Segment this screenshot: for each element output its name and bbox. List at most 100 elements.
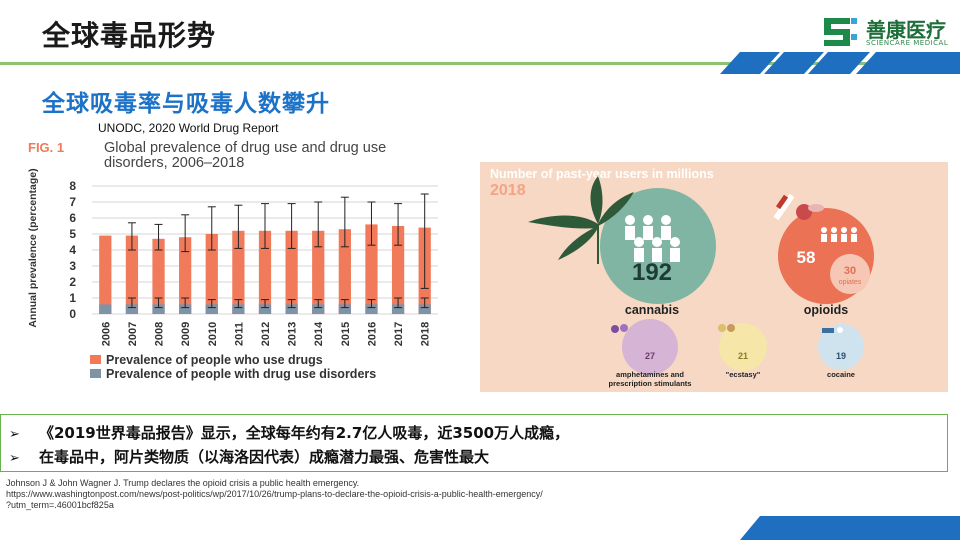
bar-drug-use (365, 224, 378, 314)
bar-disorders (418, 304, 431, 314)
amphetamines-label-line-2: prescription stimulants (609, 379, 692, 388)
ecstasy-bubble (719, 323, 767, 371)
bar-disorders (152, 304, 165, 314)
y-tick-label: 7 (69, 195, 76, 209)
x-tick-label: 2015 (340, 322, 352, 346)
legend-label-disorders: Prevalence of people with drug use disor… (106, 367, 376, 381)
x-tick-label: 2011 (233, 322, 245, 346)
y-tick-label: 3 (69, 259, 76, 273)
x-tick-label: 2010 (207, 322, 219, 346)
bar-marks (99, 224, 431, 314)
x-tick-label: 2006 (100, 322, 112, 346)
legend-swatch-disorders (90, 369, 101, 378)
opioid-users-icon (821, 227, 857, 242)
syringe-pills-icon (773, 193, 824, 221)
reference-url: https://www.washingtonpost.com/news/post… (6, 489, 543, 499)
x-tick-label: 2008 (154, 322, 166, 346)
y-tick-label: 4 (69, 243, 76, 257)
bar-disorders (232, 304, 245, 314)
legend-swatch-drug-use (90, 355, 101, 364)
logo-name-cn: 善康医疗 (866, 18, 946, 42)
pill-icon (611, 324, 628, 333)
opiates-value: 30 (844, 265, 856, 277)
legend-label-drug-use: Prevalence of people who use drugs (106, 353, 323, 367)
cocaine-bubble (818, 324, 864, 370)
bar-disorders (365, 304, 378, 314)
amphetamines-bubble (622, 319, 678, 375)
bar-disorders (258, 304, 272, 314)
bar-disorders (125, 304, 139, 314)
finding-1-text: 《2019世界毒品报告》显示，全球每年约有2.7亿人吸毒，近3500万人成瘾， (39, 424, 570, 442)
page-title: 全球毒品形势 (42, 19, 217, 52)
users-infographic-svg: Number of past-year users in millions 20… (490, 167, 874, 388)
cocaine-label: cocaine (827, 370, 855, 379)
x-tick-label: 2009 (180, 322, 192, 346)
x-tick-label: 2013 (287, 322, 299, 346)
opioids-label: opioids (804, 303, 848, 317)
opiates-bubble (830, 254, 870, 294)
error-bars (127, 193, 429, 309)
bullet-arrow-icon: ➢ (9, 427, 20, 442)
y-tick-label: 0 (69, 307, 76, 321)
footer-stripe (740, 516, 960, 540)
prevalence-chart: FIG. 1 Global prevalence of drug use and… (18, 136, 458, 386)
finding-2-text: 在毒品中，阿片类物质（以海洛因代表）成瘾潜力最强、危害性最大 (39, 448, 490, 466)
chart-title-line-2: disorders, 2006–2018 (104, 155, 244, 171)
cannabis-label: cannabis (625, 303, 679, 317)
y-tick-label: 8 (69, 179, 76, 193)
amphetamines-value: 27 (645, 351, 655, 361)
x-tick-label: 2017 (393, 322, 405, 346)
bar-drug-use (338, 229, 351, 314)
bar-disorders (205, 304, 218, 314)
cannabis-value: 192 (632, 259, 672, 286)
section-subtitle: 全球吸毒率与吸毒人数攀升 (42, 91, 330, 117)
y-axis-label: Annual prevalence (percentage) (27, 168, 39, 327)
opioids-value: 58 (797, 248, 816, 267)
bar-drug-use (391, 226, 405, 314)
reference: Johnson J & John Wagner J. Trump declare… (6, 478, 766, 511)
sciencare-logo-icon (824, 18, 857, 46)
people-icon (625, 215, 680, 262)
cocaine-value: 19 (836, 351, 846, 361)
y-tick-label: 5 (69, 227, 76, 241)
bar-drug-use (312, 230, 325, 314)
bullet-arrow-icon: ➢ (9, 451, 20, 466)
finding-2: ➢ 在毒品中，阿片类物质（以海洛因代表）成瘾潜力最强、危害性最大 (9, 446, 489, 467)
opiates-label: opiates (839, 279, 862, 286)
powder-icon (822, 327, 843, 333)
legend: Prevalence of people who use drugs Preva… (90, 353, 376, 381)
infographic-year: 2018 (490, 182, 526, 199)
bar-drug-use (179, 237, 192, 314)
x-tick-labels: 2006 2007 2008 2009 2010 2011 2012 2013 2014 2015… (100, 321, 431, 346)
y-tick-label: 1 (69, 291, 76, 305)
bar-drug-use (205, 234, 218, 314)
logo-name-en: SCIENCARE MEDICAL (866, 39, 949, 47)
bar-disorders (179, 304, 192, 314)
users-infographic: Number of past-year users in millions 20… (480, 162, 948, 392)
source-citation: UNODC, 2020 World Drug Report (98, 121, 279, 135)
bar-drug-use (99, 235, 112, 314)
y-tick-label: 2 (69, 275, 76, 289)
title-divider (0, 62, 960, 65)
bar-drug-use (232, 230, 245, 314)
bar-disorders (338, 304, 351, 314)
bar-disorders (285, 304, 298, 314)
bar-disorders (312, 304, 325, 314)
ecstasy-value: 21 (738, 351, 748, 361)
bar-drug-use (258, 230, 272, 314)
reference-line-1: Johnson J & John Wagner J. Trump declare… (6, 478, 360, 488)
prevalence-chart-svg: FIG. 1 Global prevalence of drug use and… (27, 140, 438, 381)
cannabis-leaf-icon (528, 176, 634, 264)
finding-1: ➢ 《2019世界毒品报告》显示，全球每年约有2.7亿人吸毒，近3500万人成瘾， (9, 422, 569, 443)
amphetamines-label-line-1: amphetamines and (616, 370, 684, 379)
bar-drug-use (125, 235, 139, 314)
x-tick-label: 2018 (420, 322, 432, 346)
infographic-title: Number of past-year users in millions (490, 167, 714, 181)
reference-url-tail: ?utm_term=.46001bcf825a (6, 500, 114, 510)
y-tick-labels: 0 1 2 3 4 5 6 7 8 (69, 179, 76, 321)
chart-title-line-1: Global prevalence of drug use and drug u… (104, 140, 386, 156)
x-tick-label: 2007 (127, 322, 139, 346)
x-tick-label: 2014 (313, 321, 325, 346)
bar-drug-use (152, 238, 165, 314)
bar-disorders (99, 304, 112, 314)
